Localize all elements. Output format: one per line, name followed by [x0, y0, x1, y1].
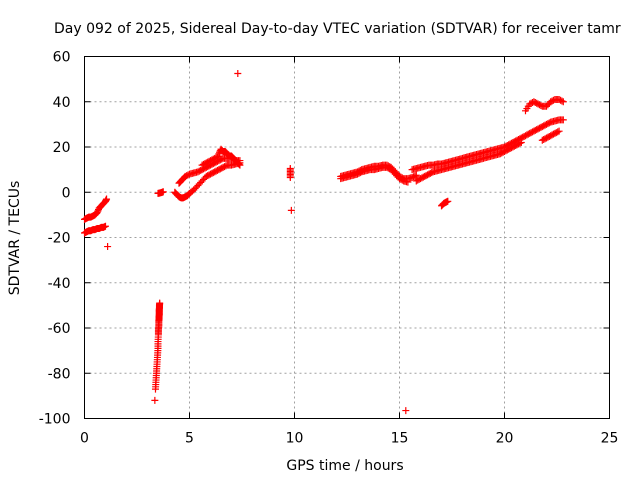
y-tick-label: 20 [53, 140, 71, 156]
data-point [287, 206, 295, 214]
series-isolated-7.3h [234, 69, 242, 77]
series-seg-3.4h-drop [151, 299, 164, 404]
series-isolated-9.8h [286, 164, 294, 182]
data-point [444, 197, 452, 205]
data-point [402, 407, 410, 415]
data-point [286, 174, 294, 182]
y-tick-label: -100 [39, 412, 71, 428]
y-tick-label: -80 [48, 366, 71, 382]
y-tick-label: -20 [48, 231, 71, 247]
data-point [235, 160, 243, 168]
data-point [558, 97, 566, 105]
data-point [559, 116, 567, 124]
data-point [236, 161, 244, 169]
y-axis-label: SDTVAR / TECUs [7, 181, 23, 296]
series-seg-00-1h-lower [81, 222, 109, 237]
data-point [151, 396, 159, 404]
x-tick-label: 5 [185, 431, 194, 447]
x-tick-label: 20 [496, 431, 514, 447]
data-point [555, 127, 563, 135]
x-tick-label: 25 [601, 431, 619, 447]
data-point [159, 188, 167, 196]
series-isolated-15.3h [402, 407, 410, 415]
chart-title: Day 092 of 2025, Sidereal Day-to-day VTE… [54, 21, 621, 37]
data-point [411, 172, 419, 180]
series-seg-17.2h-neg [438, 197, 452, 210]
y-tick-label: -40 [48, 276, 71, 292]
data-point [156, 299, 164, 307]
data-point [215, 152, 223, 160]
data-points [81, 69, 567, 415]
x-tick-label: 10 [286, 431, 304, 447]
axis-ticks: 0 5 10 15 20 25 60 40 20 0 -20 -40 -60 -80 -100 [39, 50, 619, 447]
data-point [554, 128, 562, 136]
x-axis-label: GPS time / hours [286, 458, 403, 474]
series-seg-3.6h-zero [154, 188, 167, 197]
series-seg-5.5-6.5h-mid [198, 152, 223, 169]
data-point [214, 153, 221, 161]
y-tick-label: 40 [53, 95, 71, 111]
y-tick-label: 60 [53, 50, 71, 66]
data-point [234, 69, 242, 77]
y-tick-label: -60 [48, 321, 71, 337]
series-seg-6.5-7.4h-top [215, 145, 244, 169]
y-tick-label: 0 [62, 185, 71, 201]
series-seg-00-0.5h-upper [81, 195, 111, 223]
data-point [94, 207, 102, 215]
series-seg-21.8-22.8h-low [538, 127, 563, 144]
data-point [517, 138, 525, 146]
data-point [93, 209, 101, 217]
series-seg-15.5-23h-a [408, 116, 567, 174]
series-seg-12-15.5h-b [337, 163, 412, 186]
series-isolated-9.85h-neg [287, 206, 295, 214]
series-seg-21-22.8h-top [522, 95, 567, 115]
data-point [104, 243, 112, 251]
data-point [235, 160, 242, 168]
series-seg-15.5-23h-b [412, 138, 525, 185]
series-isolated-1.1h [104, 243, 112, 251]
grid-lines [84, 56, 610, 419]
data-point [103, 195, 111, 203]
x-tick-label: 15 [391, 431, 409, 447]
data-point [559, 98, 567, 106]
data-point [404, 178, 412, 186]
data-point [102, 222, 109, 230]
data-point [516, 139, 524, 147]
x-tick-label: 0 [80, 431, 89, 447]
